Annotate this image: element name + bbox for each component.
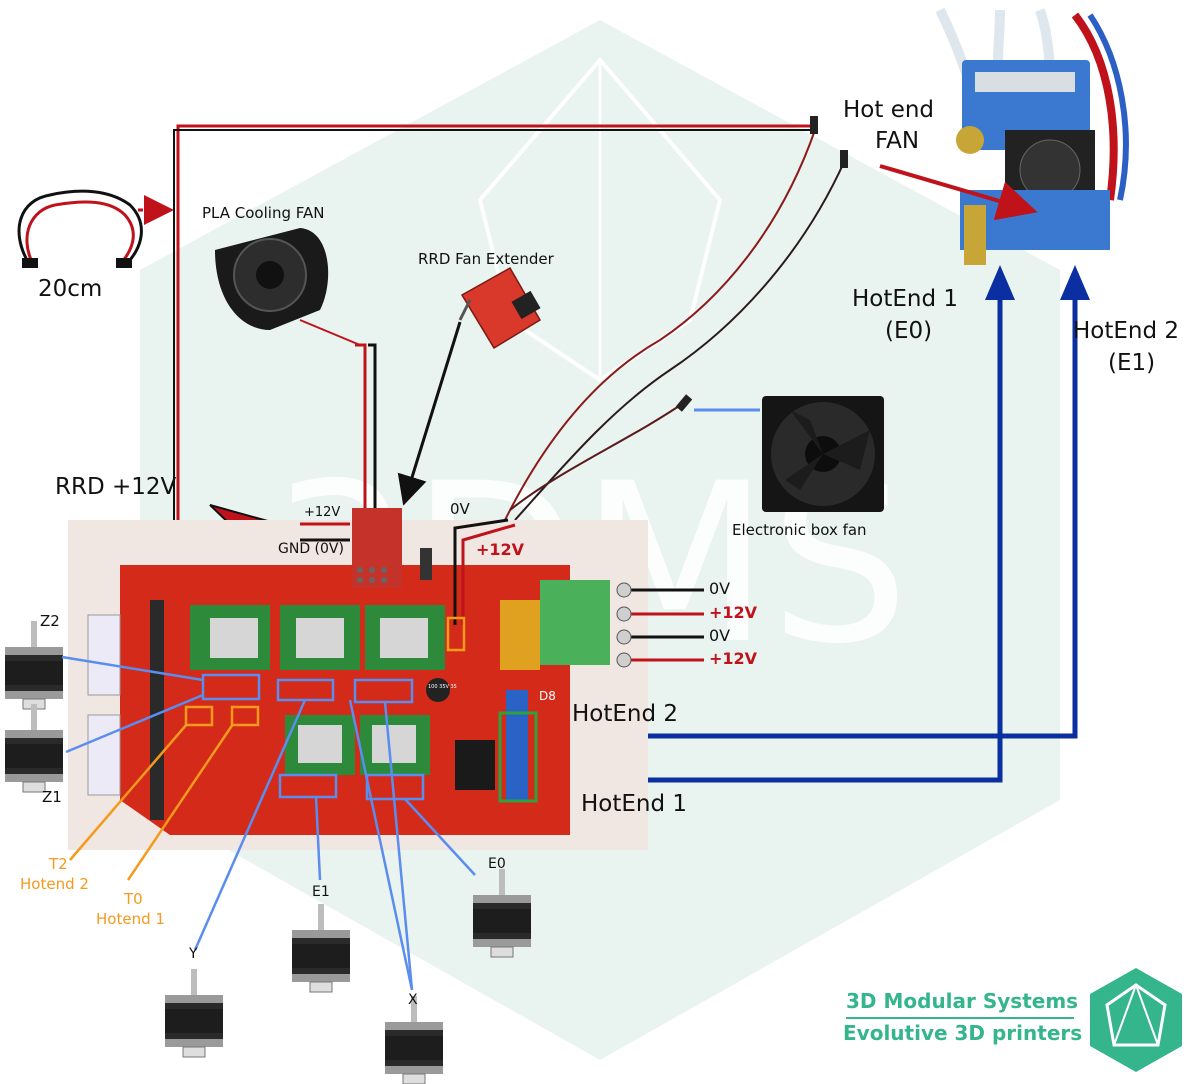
- label-rrd-fan-extender: RRD Fan Extender: [418, 250, 554, 268]
- label-capacitor: 100 35V 35: [428, 684, 457, 690]
- electronic-box-fan: [694, 396, 884, 512]
- brand-logo-icon: [1090, 968, 1182, 1072]
- board-power-wires: [300, 518, 516, 625]
- label-plus12v-small: +12V: [304, 505, 341, 520]
- label-pla-fan: PLA Cooling FAN: [202, 204, 325, 222]
- stepper-leads: [61, 655, 476, 991]
- rrd-fan-extender: [397, 266, 542, 506]
- label-hot-end-fan-2: FAN: [875, 128, 920, 154]
- label-rrd-12v: RRD +12V: [55, 474, 177, 500]
- label-20cm: 20cm: [38, 276, 103, 302]
- label-0v-top: 0V: [450, 500, 470, 518]
- ramps-board: [68, 508, 648, 850]
- brand-divider: [846, 1017, 1074, 1019]
- highlight-boxes: [184, 616, 538, 803]
- label-psu-12v-2: +12V: [709, 649, 758, 668]
- label-hot-end-fan-1: Hot end: [843, 97, 935, 123]
- label-hotend1-e0-1: HotEnd 1: [852, 286, 959, 312]
- label-hotend1-board: HotEnd 1: [581, 791, 688, 817]
- stepper-connectors: [87, 614, 121, 796]
- psu-wires: [616, 582, 704, 668]
- label-gnd-0v: GND (0V): [278, 541, 344, 557]
- brand-line-1: 3D Modular Systems: [846, 989, 1079, 1013]
- label-e0: E0: [488, 856, 506, 872]
- stepper-y: [164, 968, 224, 1058]
- label-psu-0v-1: 0V: [709, 579, 731, 598]
- label-t0: T0: [124, 890, 143, 908]
- brand-line-2: Evolutive 3D printers: [843, 1021, 1083, 1045]
- label-t2-sub: Hotend 2: [20, 875, 89, 893]
- hotend-assembly: [879, 7, 1129, 265]
- label-hotend2-e1-2: (E1): [1108, 350, 1156, 376]
- label-z2: Z2: [40, 612, 60, 630]
- label-board-d8: D8: [539, 689, 556, 703]
- label-t2: T2: [49, 855, 68, 873]
- extension-cable-20cm: [17, 189, 143, 268]
- stepper-x: [384, 995, 444, 1084]
- hotend-heater-wires: [548, 265, 1090, 783]
- label-z1: Z1: [42, 788, 62, 806]
- label-hotend2-board: HotEnd 2: [572, 701, 679, 727]
- label-electronic-box-fan: Electronic box fan: [732, 521, 867, 539]
- label-t0-sub: Hotend 1: [96, 910, 165, 928]
- stepper-z1: [4, 703, 64, 793]
- stepper-e1: [291, 903, 351, 993]
- label-y: Y: [189, 946, 198, 962]
- label-hotend2-e1-1: HotEnd 2: [1073, 318, 1180, 344]
- stepper-z2: [4, 620, 64, 710]
- label-psu-0v-2: 0V: [709, 626, 731, 645]
- fan-lead-wires: [504, 116, 848, 521]
- thermistor-leads: [69, 723, 235, 881]
- label-x: X: [408, 992, 418, 1008]
- label-e1: E1: [312, 884, 330, 900]
- label-psu-12v-1: +12V: [709, 603, 758, 622]
- pla-cooling-fan: [215, 228, 377, 508]
- label-hotend1-e0-2: (E0): [885, 318, 933, 344]
- label-plus12v-red: +12V: [476, 540, 525, 559]
